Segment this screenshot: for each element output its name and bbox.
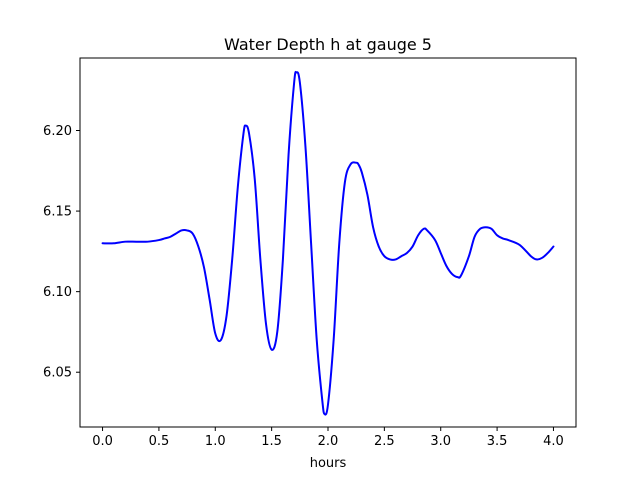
x-tick-label: 1.5	[261, 434, 282, 449]
y-tick-label: 6.05	[43, 366, 72, 381]
y-tick-label: 6.10	[43, 285, 72, 300]
x-axis-label: hours	[310, 456, 347, 471]
x-tick-label: 0.0	[92, 434, 113, 449]
y-axis: 6.05 6.10 6.15 6.20	[43, 124, 80, 381]
x-tick-label: 2.0	[318, 434, 339, 449]
y-tick-label: 6.20	[43, 124, 72, 139]
x-tick-label: 0.5	[149, 434, 170, 449]
chart-title: Water Depth h at gauge 5	[224, 35, 432, 54]
x-axis: 0.0 0.5 1.0 1.5 2.0 2.5 3.0 3.5 4.0	[92, 427, 564, 449]
x-tick-label: 2.5	[374, 434, 395, 449]
y-tick-label: 6.15	[43, 205, 72, 220]
x-tick-label: 3.5	[487, 434, 508, 449]
x-tick-label: 3.0	[430, 434, 451, 449]
x-tick-label: 1.0	[205, 434, 226, 449]
series-line	[101, 70, 555, 416]
x-tick-label: 4.0	[543, 434, 564, 449]
